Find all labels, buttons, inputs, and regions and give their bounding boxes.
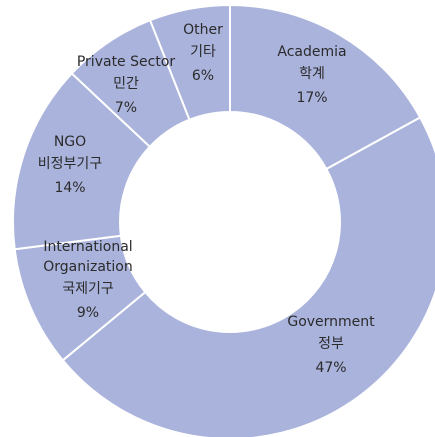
slice-value-label: 47% (315, 360, 346, 376)
slice-korean-label: 기타 (190, 44, 216, 60)
slice-value-label: 9% (77, 305, 99, 321)
slice-value-label: 14% (54, 180, 85, 196)
donut-slice (229, 3, 422, 171)
slice-korean-label: 비정부기구 (38, 156, 103, 172)
slice-value-label: 7% (115, 100, 137, 116)
slice-value-label: 17% (296, 90, 327, 106)
slice-korean-label: 민간 (113, 76, 139, 92)
slice-label: Private Sector (77, 54, 176, 70)
slice-korean-label: 국제기구 (62, 281, 114, 297)
slice-label: Other (183, 22, 223, 38)
slice-korean-label: 학계 (299, 66, 325, 82)
slice-label: NGO (54, 134, 86, 150)
donut-slice (148, 3, 231, 122)
slice-label: Government (287, 314, 375, 330)
slice-value-label: 6% (192, 68, 214, 84)
slice-label: International Organization (43, 239, 133, 275)
slice-label: Academia (277, 44, 346, 60)
slice-korean-label: 정부 (318, 336, 344, 352)
donut-slice (61, 116, 435, 437)
